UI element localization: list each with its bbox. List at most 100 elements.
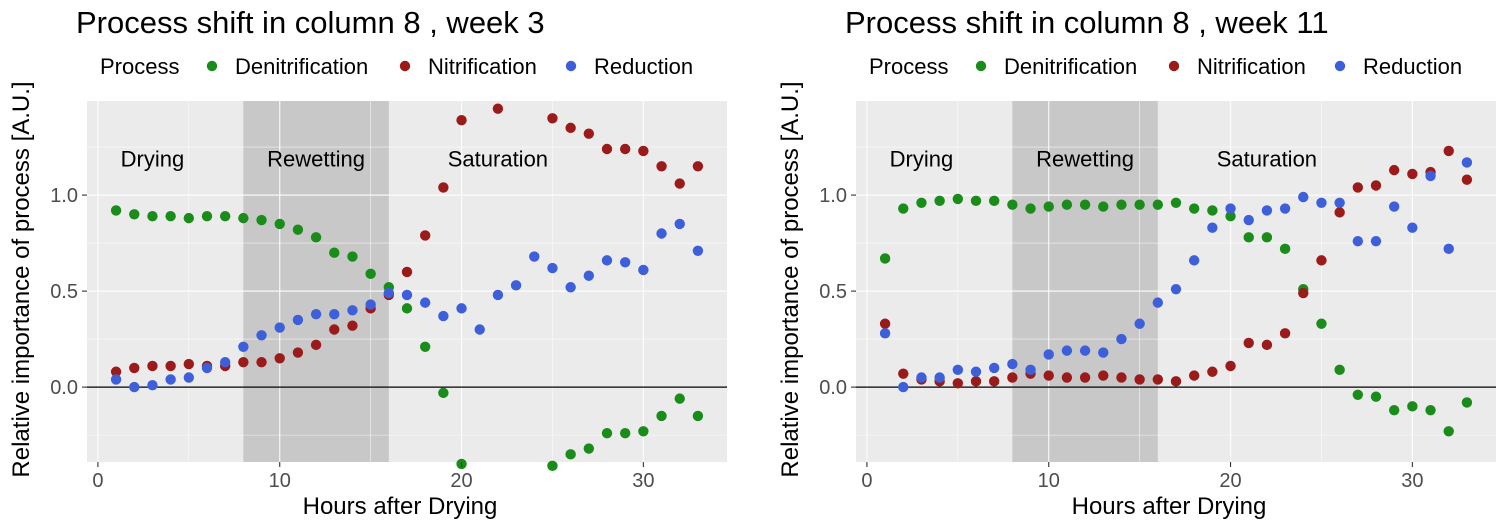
data-point-reduction — [274, 322, 285, 333]
data-point-reduction — [365, 299, 376, 310]
data-point-denitrification — [1207, 205, 1218, 216]
data-point-nitrification — [1207, 366, 1218, 377]
data-point-nitrification — [1061, 372, 1073, 383]
data-point-denitrification — [988, 195, 1000, 207]
data-point-nitrification — [1225, 360, 1236, 372]
phase-label-drying: Drying — [890, 147, 954, 172]
x-tick-label: 30 — [632, 470, 654, 492]
data-point-reduction — [988, 362, 1000, 374]
data-point-denitrification — [565, 449, 576, 460]
data-point-reduction — [1425, 170, 1436, 182]
data-point-reduction — [1098, 347, 1109, 358]
data-point-nitrification — [1298, 287, 1309, 299]
x-tick-label: 10 — [1038, 470, 1060, 492]
data-point-reduction — [1079, 345, 1091, 356]
chart-panel-week-3: Drying Rewetting Saturation 0 10 20 30 0.0 0.5 1.… — [8, 5, 727, 520]
data-point-nitrification — [547, 113, 558, 124]
data-point-denitrification — [1243, 232, 1254, 243]
data-point-reduction — [1298, 191, 1309, 203]
legend: Process Denitrification Nitrification Reduc… — [869, 54, 1462, 79]
data-point-reduction — [1188, 255, 1200, 266]
data-point-nitrification — [1079, 372, 1091, 383]
data-point-nitrification — [1043, 370, 1054, 381]
data-point-denitrification — [274, 218, 285, 230]
series-denitrification — [879, 193, 1473, 437]
legend-key-denitrification — [975, 60, 987, 72]
data-point-nitrification — [1170, 376, 1182, 387]
data-point-nitrification — [1007, 372, 1018, 383]
data-point-reduction — [583, 270, 595, 281]
chart-title: Process shift in column 8 , week 11 — [845, 5, 1329, 40]
data-point-denitrification — [1007, 199, 1018, 210]
data-point-nitrification — [692, 161, 704, 172]
data-point-denitrification — [1152, 199, 1164, 210]
data-point-nitrification — [1443, 145, 1454, 157]
x-tick-label: 20 — [450, 470, 472, 492]
data-point-reduction — [110, 374, 122, 385]
data-point-reduction — [147, 379, 158, 391]
data-point-reduction — [1370, 235, 1382, 247]
data-point-nitrification — [165, 360, 176, 372]
data-point-reduction — [474, 324, 485, 335]
x-axis-title: Hours after Drying — [1072, 493, 1267, 520]
data-point-nitrification — [274, 353, 285, 364]
legend-key-nitrification — [1168, 60, 1180, 72]
y-tick-label: 0.5 — [50, 281, 78, 303]
legend-label-denitrification: Denitrification — [235, 54, 368, 79]
y-tick-label: 0.0 — [50, 377, 78, 399]
data-point-denitrification — [952, 193, 964, 205]
data-point-denitrification — [1443, 426, 1454, 437]
y-tick-label: 1.0 — [50, 185, 78, 207]
data-point-nitrification — [310, 339, 322, 351]
data-point-nitrification — [1352, 182, 1364, 193]
data-point-nitrification — [238, 356, 249, 368]
data-point-reduction — [1116, 333, 1127, 345]
data-point-reduction — [292, 314, 304, 326]
data-point-denitrification — [1316, 318, 1327, 329]
data-point-reduction — [238, 341, 249, 352]
legend-key-reduction — [565, 60, 577, 72]
x-tick-label: 20 — [1219, 470, 1241, 492]
legend-title: Process — [100, 54, 179, 79]
data-point-reduction — [970, 366, 982, 377]
data-point-reduction — [1170, 283, 1182, 295]
data-point-denitrification — [1134, 199, 1145, 210]
x-tick-label: 10 — [269, 470, 291, 492]
data-point-reduction — [656, 228, 667, 239]
data-point-reduction — [201, 362, 213, 374]
phase-band-rewetting — [243, 101, 389, 462]
legend-label-nitrification: Nitrification — [428, 54, 537, 79]
data-point-reduction — [692, 245, 704, 256]
data-point-denitrification — [1425, 404, 1436, 416]
data-point-nitrification — [1407, 168, 1418, 180]
legend-key-nitrification — [399, 60, 411, 72]
legend-key-denitrification — [206, 60, 218, 72]
data-point-reduction — [529, 251, 540, 262]
data-point-nitrification — [1116, 372, 1127, 383]
data-point-denitrification — [183, 212, 195, 224]
data-point-reduction — [674, 218, 685, 230]
data-point-denitrification — [692, 410, 704, 422]
data-point-reduction — [183, 372, 195, 383]
data-point-denitrification — [1170, 197, 1182, 208]
data-point-nitrification — [674, 178, 685, 189]
data-point-nitrification — [1370, 180, 1382, 191]
plot-background — [856, 101, 1496, 462]
y-tick-label: 1.0 — [819, 185, 847, 207]
data-point-denitrification — [879, 253, 891, 264]
data-point-denitrification — [365, 268, 376, 280]
data-point-reduction — [1261, 205, 1273, 216]
data-point-reduction — [934, 372, 945, 383]
data-point-denitrification — [547, 460, 558, 472]
data-point-reduction — [879, 328, 891, 339]
data-point-denitrification — [310, 232, 322, 243]
data-point-nitrification — [1152, 374, 1164, 385]
data-point-denitrification — [129, 209, 140, 220]
chart-panel-week-11: Drying Rewetting Saturation 0 10 20 30 0.0 0.5 1.… — [777, 5, 1496, 520]
data-point-reduction — [1225, 203, 1236, 214]
data-point-reduction — [1243, 214, 1254, 226]
series-reduction — [110, 218, 704, 393]
data-point-denitrification — [165, 211, 176, 222]
data-point-reduction — [1152, 297, 1164, 308]
data-point-reduction — [347, 305, 358, 316]
